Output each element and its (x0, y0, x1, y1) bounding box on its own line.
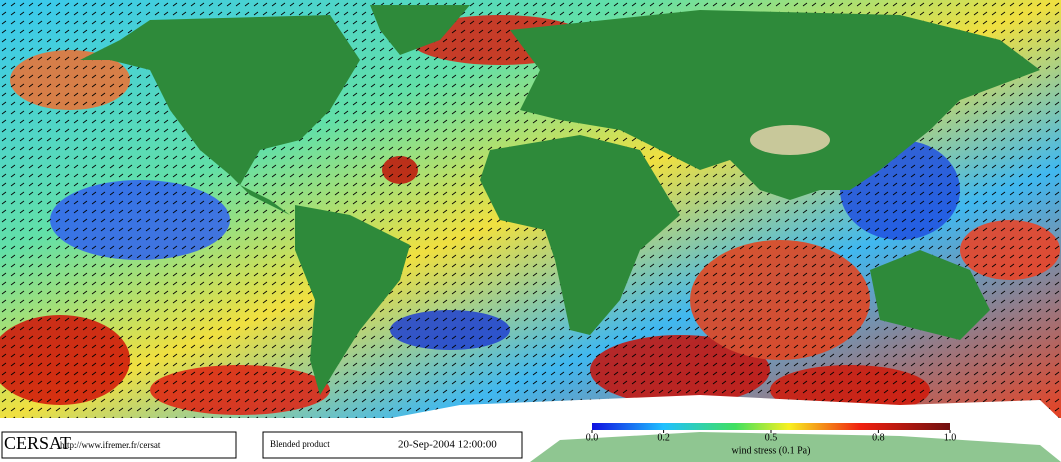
australia (870, 250, 990, 340)
africa (480, 135, 680, 335)
colorbar-tick-label: 0.8 (872, 432, 885, 443)
info-box (262, 431, 523, 459)
colorbar-tick-label: 0.0 (586, 432, 599, 443)
south-america (295, 205, 410, 395)
date: 20-Sep-2004 12:00:00 (398, 439, 497, 451)
logo: CERSAT (4, 433, 71, 453)
product: Blended product (270, 439, 330, 449)
colorbar (592, 423, 950, 430)
logo-box (1, 431, 237, 459)
colorbar-tick-label: 0.2 (657, 432, 670, 443)
antarctica-relief (530, 432, 1061, 462)
url: http://www.ifremer.fr/cersat (60, 440, 161, 450)
colorbar-label: wind stress (0.1 Pa) (732, 445, 811, 456)
colorbar-tick-label: 1.0 (944, 432, 957, 443)
greenland (370, 5, 470, 55)
antarctica (380, 395, 1061, 420)
north-america (80, 15, 360, 215)
continents (80, 5, 1040, 395)
tibet-plateau (750, 125, 830, 155)
eurasia (510, 10, 1040, 200)
colorbar-tick-label: 0.5 (765, 432, 778, 443)
